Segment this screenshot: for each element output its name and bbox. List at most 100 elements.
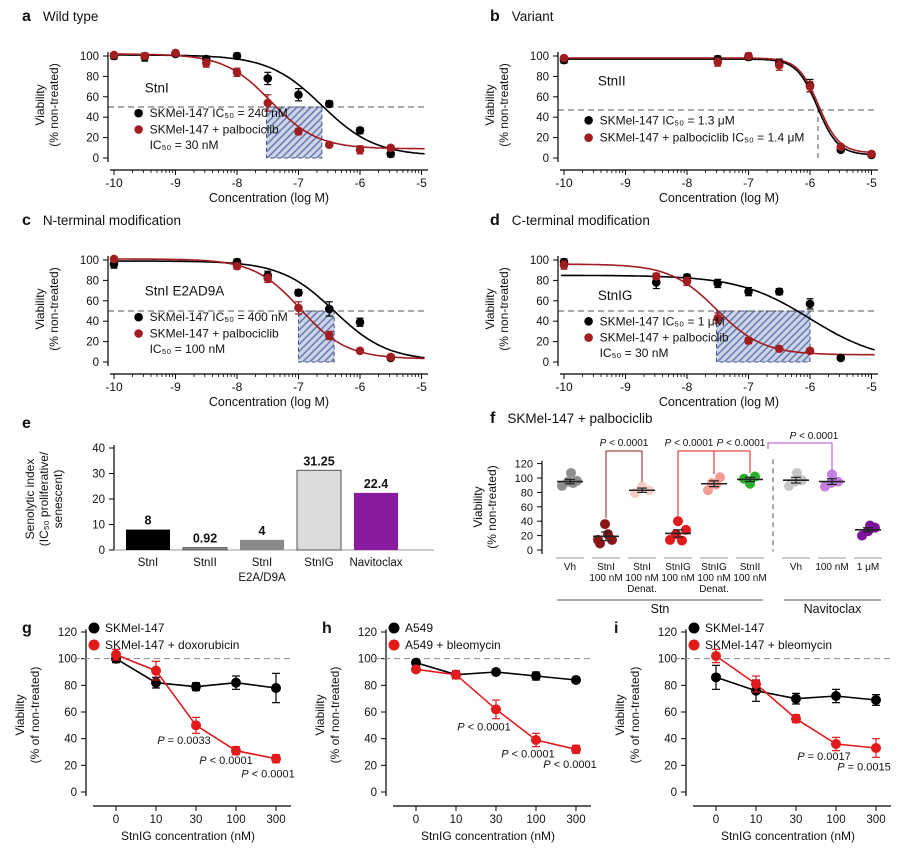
y-tick-label: 0 — [371, 787, 377, 799]
y-axis-title: Viability(% of non-treated) — [13, 667, 42, 764]
y-axis-title: Viability(% non-treated) — [33, 63, 61, 146]
data-dot — [827, 469, 837, 480]
data-point — [682, 277, 692, 286]
data-point — [271, 753, 281, 764]
x-tick-label: -10 — [555, 176, 573, 190]
group-label: 100 nM — [661, 573, 694, 584]
y-axis-title: Viability(% of non-treated) — [313, 667, 342, 764]
data-point — [324, 99, 334, 109]
y-tick-label: 20 — [536, 133, 549, 145]
protein-label: StnII — [598, 74, 626, 89]
y-tick-label: 40 — [92, 443, 105, 455]
data-point — [559, 53, 569, 63]
y-axis-title: Viability(% non-treated) — [33, 267, 61, 350]
data-point — [831, 739, 841, 749]
data-dot — [593, 534, 603, 545]
group-label: StnIG — [665, 562, 691, 573]
data-point — [791, 693, 801, 704]
y-tick-label: 0 — [93, 153, 99, 165]
bar-category-label: StnI — [252, 557, 272, 569]
data-point — [836, 142, 846, 152]
legend-label: SKMel-147 — [105, 621, 165, 635]
p-value-annotation: P < 0.0001 — [199, 755, 253, 767]
legend-marker — [584, 116, 593, 125]
y-tick-label: 20 — [64, 760, 77, 772]
legend-marker — [388, 622, 400, 634]
bar-value-label: 4 — [259, 524, 266, 538]
y-axis-title: Viability(% non-treated) — [483, 267, 511, 350]
y-tick-label: 0 — [93, 357, 99, 369]
data-dot — [603, 529, 613, 540]
data-point — [355, 346, 365, 356]
data-point — [867, 149, 876, 159]
legend-marker — [688, 622, 700, 634]
dose-response-chart-variant: 0 20 40 60 80 100 Viability(% non-treated) -10 -… — [483, 51, 878, 205]
y-tick-label: 0 — [71, 787, 77, 799]
legend-label: SKMel-147 IC₅₀ = 400 nM — [150, 310, 288, 324]
y-tick-label: 120 — [515, 459, 533, 471]
data-point — [711, 672, 721, 683]
panel-letter-e: e — [22, 415, 31, 432]
legend-marker — [134, 125, 143, 134]
data-point — [324, 331, 334, 340]
x-tick-label: 10 — [150, 814, 163, 826]
data-point — [831, 691, 841, 701]
data-point — [805, 346, 815, 356]
y-tick-label: 0 — [527, 545, 533, 557]
group-label: StnI — [597, 562, 615, 573]
y-tick-label: 20 — [536, 337, 549, 349]
data-dot — [637, 481, 647, 492]
x-tick-label: -8 — [682, 176, 693, 190]
y-tick-label: 40 — [64, 734, 77, 746]
data-point — [271, 683, 281, 693]
x-tick-label: -10 — [105, 380, 123, 394]
bar-category-label: StnII — [193, 557, 217, 569]
x-tick-label: -6 — [355, 380, 366, 394]
y-tick-label: 100 — [80, 255, 99, 267]
x-tick-label: 0 — [713, 814, 719, 826]
dose-response-chart-wild-type: 0 20 40 60 80 100 Viability(% non-treated) -10 -… — [33, 48, 428, 205]
legend-label: SKMel-147 IC₅₀ = 1 μM — [600, 314, 725, 328]
ic50-shift-region — [266, 106, 323, 159]
x-tick-label: -9 — [620, 176, 631, 190]
bar-value-label: 0.92 — [193, 532, 217, 546]
y-axis-title: Viability(% non-treated) — [471, 465, 499, 548]
data-point — [232, 68, 242, 77]
bar-category-label: StnIG — [304, 557, 333, 569]
legend-label: SKMel-147 IC₅₀ = 1.3 μM — [600, 113, 735, 127]
data-point — [109, 254, 119, 264]
stnig-doxorubicin-line-chart: SKMel-147 SKMel-147 + doxorubicin 0 20 40 60 8… — [13, 621, 295, 843]
y-tick-label: 30 — [92, 469, 105, 481]
y-tick-label: 40 — [521, 516, 533, 528]
x-tick-label: 30 — [190, 814, 203, 826]
data-dot — [715, 472, 725, 483]
data-point — [171, 48, 180, 58]
data-point — [791, 713, 801, 724]
data-point — [263, 74, 273, 83]
data-point — [231, 745, 241, 756]
group-label: Denat. — [699, 584, 728, 595]
y-tick-label: 100 — [530, 51, 549, 63]
y-tick-label: 60 — [364, 707, 377, 719]
legend-label: SKMel-147 + bleomycin — [705, 638, 832, 652]
protein-label: StnIG — [598, 288, 633, 303]
bar — [182, 547, 228, 551]
x-tick-label: -5 — [416, 176, 427, 190]
panel-letter-b: b — [490, 8, 500, 25]
data-point — [355, 317, 365, 327]
y-tick-label: 80 — [86, 71, 99, 83]
data-point — [294, 127, 303, 136]
group-label: 100 nM — [733, 573, 766, 584]
x-tick-label: -7 — [293, 380, 304, 394]
data-point — [232, 51, 242, 61]
data-point — [140, 51, 150, 61]
y-tick-label: 60 — [86, 296, 99, 308]
group-label: Vh — [564, 562, 576, 573]
x-tick-label: 0 — [113, 814, 119, 826]
ic50-shift-region — [716, 310, 811, 363]
p-value-label: P < 0.0001 — [600, 438, 649, 449]
legend-label: SKMel-147 + palbociclib — [150, 123, 279, 137]
data-point — [324, 140, 334, 150]
y-tick-label: 40 — [364, 734, 377, 746]
data-dot — [673, 516, 683, 527]
